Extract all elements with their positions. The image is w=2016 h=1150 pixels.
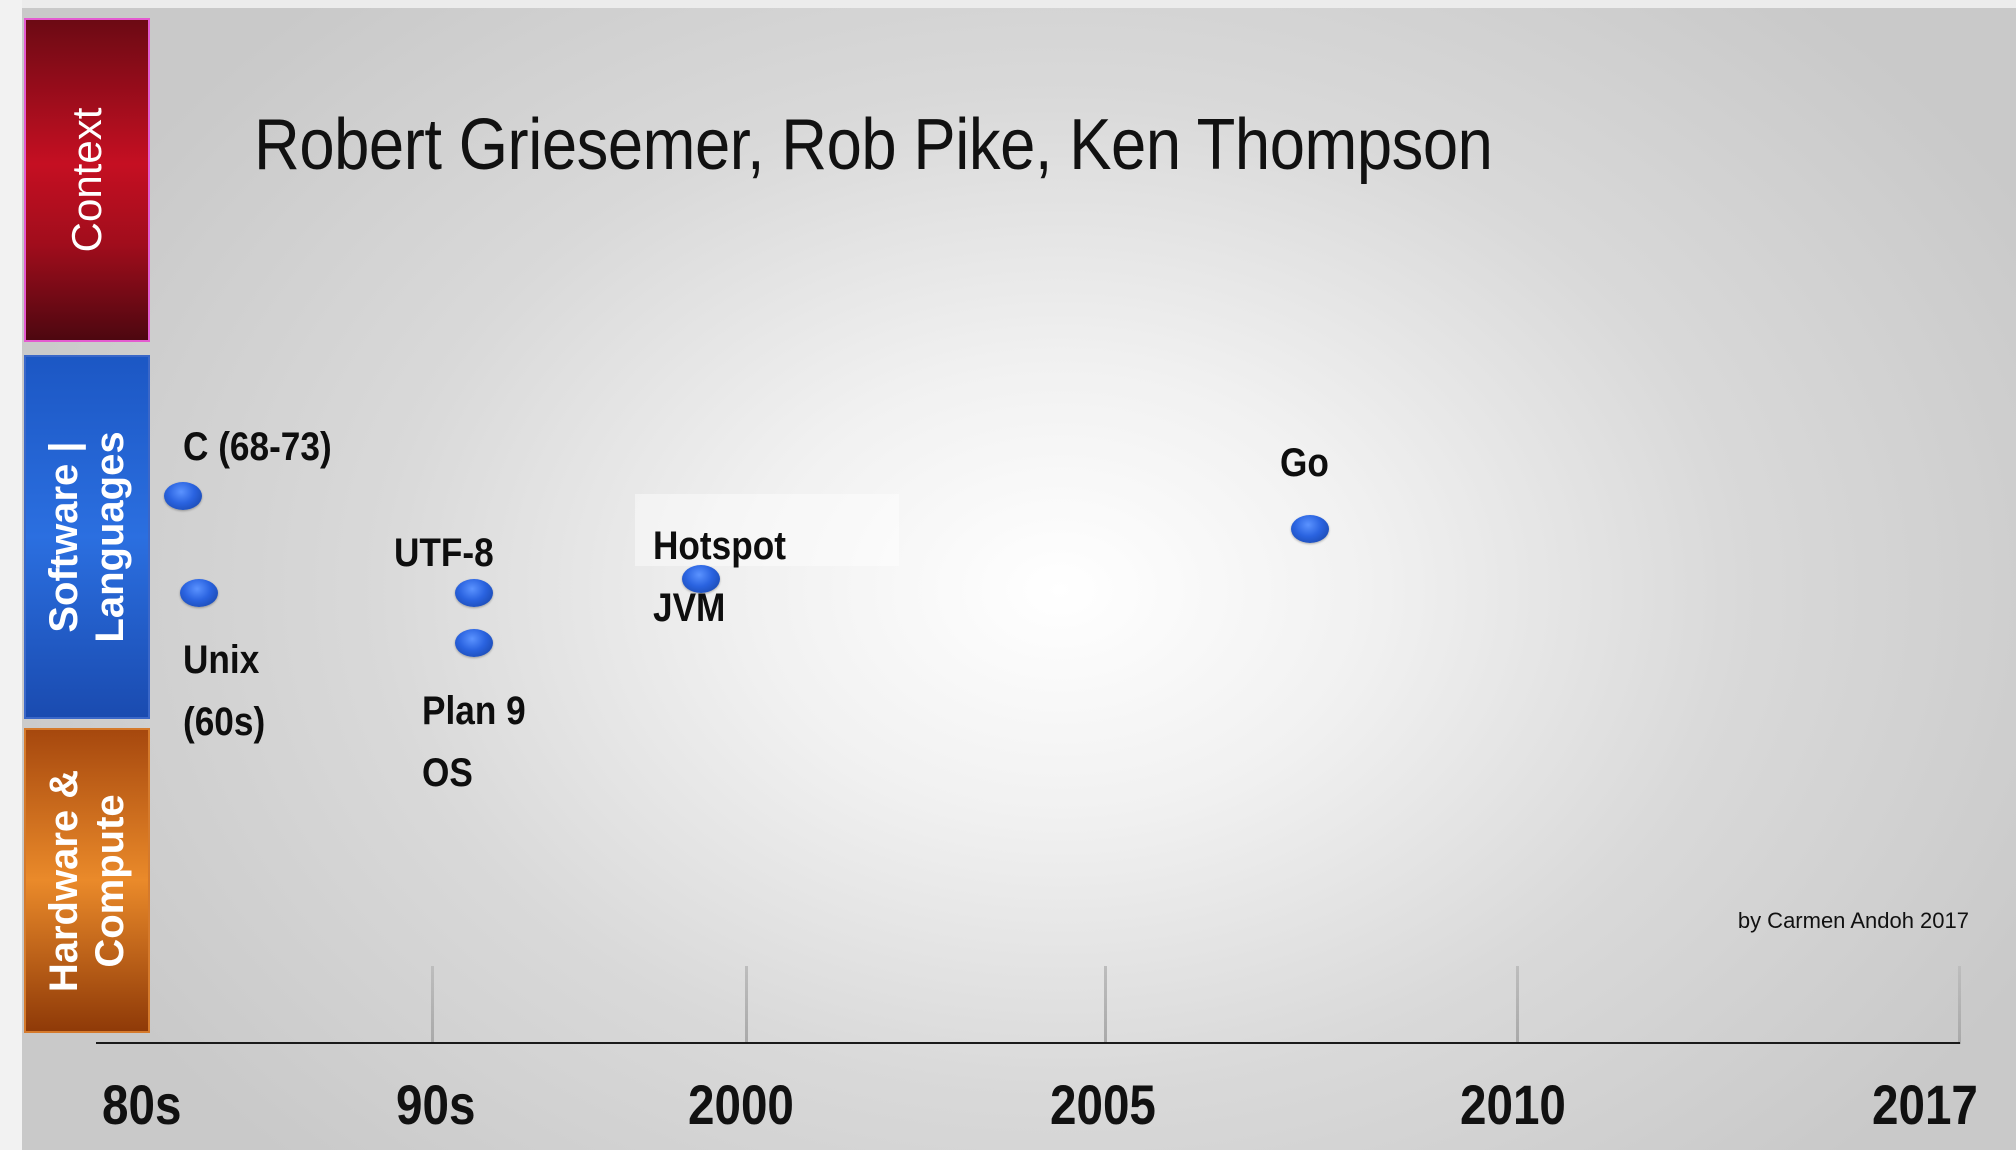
- event-label-c: C (68-73): [183, 425, 332, 469]
- band-software-label: Software | Languages: [42, 431, 132, 643]
- tick-mark-2000: [745, 966, 748, 1044]
- event-label-plan9: Plan 9 OS: [422, 689, 526, 795]
- timeline-axis: [96, 1042, 1960, 1044]
- band-software-languages: Software | Languages: [24, 355, 150, 719]
- event-dot-hotspot: [682, 565, 720, 593]
- event-label-go: Go: [1280, 441, 1329, 485]
- tick-label-2010: 2010: [1460, 1073, 1566, 1136]
- band-hardware-compute: Hardware & Compute: [24, 728, 150, 1033]
- tick-mark-2010: [1516, 966, 1519, 1044]
- tick-mark-2017: [1958, 966, 1961, 1044]
- event-label-utf8: UTF-8: [394, 531, 494, 575]
- tick-mark-90s: [431, 966, 434, 1044]
- tick-label-90s: 90s: [396, 1073, 476, 1136]
- event-dot-unix: [180, 579, 218, 607]
- event-label-unix: Unix (60s): [183, 638, 266, 744]
- tick-label-80s: 80s: [102, 1073, 182, 1136]
- event-dot-utf8: [455, 579, 493, 607]
- top-border: [0, 0, 2016, 8]
- tick-label-2017: 2017: [1872, 1073, 1978, 1136]
- tick-label-2000: 2000: [688, 1073, 794, 1136]
- band-hardware-label: Hardware & Compute: [42, 769, 132, 992]
- event-dot-plan9: [455, 629, 493, 657]
- slide-title: Robert Griesemer, Rob Pike, Ken Thompson: [254, 105, 1493, 185]
- band-context-label: Context: [62, 107, 110, 253]
- band-context: Context: [24, 18, 150, 342]
- event-dot-c: [164, 482, 202, 510]
- tick-mark-2005: [1104, 966, 1107, 1044]
- hotspot-highlight-box: [635, 494, 899, 566]
- event-dot-go: [1291, 515, 1329, 543]
- left-border: [0, 0, 22, 1150]
- event-label-hotspot: Hotspot JVM: [653, 524, 786, 630]
- tick-label-2005: 2005: [1050, 1073, 1156, 1136]
- author-credit: by Carmen Andoh 2017: [1737, 908, 1969, 933]
